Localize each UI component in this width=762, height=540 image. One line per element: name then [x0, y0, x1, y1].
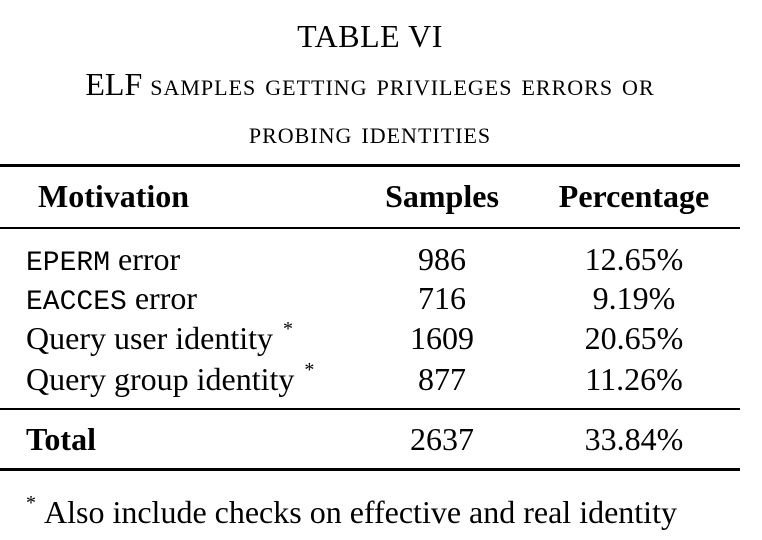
footnote-marker: *	[283, 318, 294, 340]
table-row-eperm-samples: 986	[418, 241, 466, 277]
table-top-rule	[0, 164, 740, 167]
table-row-group-identity-samples: 877	[418, 361, 466, 397]
footnote-marker: *	[304, 359, 315, 381]
table-number: TABLE VI	[297, 18, 443, 54]
header-motivation: Motivation	[38, 178, 190, 214]
error-code: EACCES	[26, 287, 127, 318]
table-row-eperm-motivation: EPERM error	[26, 241, 180, 282]
row-label: error	[126, 280, 197, 316]
total-percentage: 33.84%	[584, 421, 684, 457]
total-rule	[0, 408, 740, 410]
table-footnote: * Also include checks on effective and re…	[26, 492, 677, 535]
table-row-eacces-percentage: 9.19%	[592, 280, 676, 316]
row-label: error	[110, 241, 181, 277]
table-bottom-rule	[0, 468, 740, 471]
footnote-text: Also include checks on effective and rea…	[44, 494, 677, 530]
caption-line-2: probing identities	[248, 114, 492, 150]
table-caption: ELF samples getting privileges errors or…	[10, 60, 730, 156]
header-percentage: Percentage	[558, 178, 710, 214]
footnote-marker: *	[26, 492, 36, 514]
row-label: Query group identity	[26, 361, 295, 397]
table-row-user-identity-percentage: 20.65%	[584, 320, 684, 356]
total-label: Total	[26, 421, 96, 457]
table-row-group-identity-percentage: 11.26%	[585, 361, 683, 397]
caption-line-1: samples getting privileges errors or	[150, 66, 655, 102]
total-samples: 2637	[410, 421, 474, 457]
error-code: EPERM	[26, 248, 111, 279]
table-row-eacces-motivation: EACCES error	[26, 280, 197, 321]
table-row-user-identity-samples: 1609	[410, 320, 474, 356]
table-row-eacces-samples: 716	[418, 280, 466, 316]
table-row-user-identity-motivation: Query user identity *	[26, 318, 294, 361]
table-row-eperm-percentage: 12.65%	[584, 241, 684, 277]
header-samples: Samples	[385, 178, 499, 214]
row-label: Query user identity	[26, 320, 274, 356]
table-row-group-identity-motivation: Query group identity *	[26, 359, 315, 402]
header-rule	[0, 227, 740, 229]
caption-lead: ELF	[85, 66, 143, 102]
